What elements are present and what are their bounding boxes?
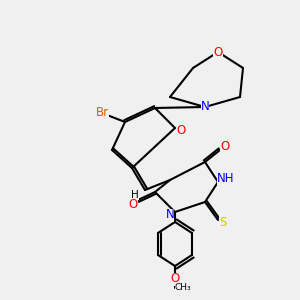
Text: O: O [213, 46, 223, 59]
Text: Br: Br [95, 106, 109, 118]
Text: CH₃: CH₃ [175, 284, 191, 292]
Text: H: H [131, 190, 139, 200]
Text: O: O [220, 140, 230, 152]
Text: O: O [128, 199, 138, 212]
Text: O: O [170, 272, 180, 286]
Text: O: O [176, 124, 186, 136]
Text: N: N [201, 100, 209, 113]
Text: N: N [166, 208, 174, 221]
Text: NH: NH [217, 172, 235, 185]
Text: S: S [219, 215, 227, 229]
